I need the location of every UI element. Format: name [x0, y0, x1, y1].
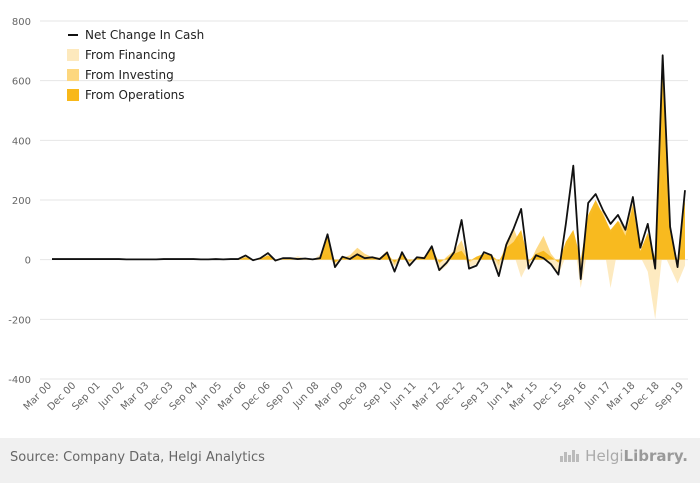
legend-color-swatch — [67, 69, 79, 81]
y-tick-label: 0 — [25, 256, 31, 267]
logo-light-text: Helgi — [585, 447, 624, 465]
line-series — [52, 54, 686, 280]
y-tick-label: 600 — [12, 77, 31, 88]
city-skyline-icon — [560, 450, 580, 462]
legend: Net Change In Cash From Financing From Inv… — [67, 28, 204, 102]
source-text: Source: Company Data, Helgi Analytics — [10, 450, 265, 465]
legend-color-swatch — [67, 49, 79, 61]
legend-label: From Investing — [85, 68, 174, 82]
y-tick-label: 200 — [12, 196, 31, 207]
y-tick-label: 800 — [12, 17, 31, 28]
line-net-change-in-cash — [52, 54, 686, 280]
legend-label: From Operations — [85, 88, 185, 102]
footer: Source: Company Data, Helgi Analytics He… — [0, 438, 700, 483]
y-tick-label: 400 — [12, 136, 31, 147]
logo-bold-text: Library. — [623, 447, 688, 465]
legend-label: From Financing — [85, 48, 176, 62]
area-from-operations — [52, 53, 685, 263]
legend-color-swatch — [67, 89, 79, 101]
y-tick-label: -400 — [8, 375, 31, 386]
y-tick-label: -200 — [8, 315, 31, 326]
helgi-library-logo: HelgiLibrary. — [560, 447, 688, 465]
legend-label: Net Change In Cash — [85, 28, 204, 42]
y-axis-tick-labels: -400 -200 0 200 400 600 800 — [8, 17, 31, 386]
